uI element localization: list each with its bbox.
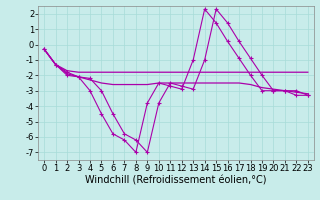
X-axis label: Windchill (Refroidissement éolien,°C): Windchill (Refroidissement éolien,°C) — [85, 176, 267, 186]
